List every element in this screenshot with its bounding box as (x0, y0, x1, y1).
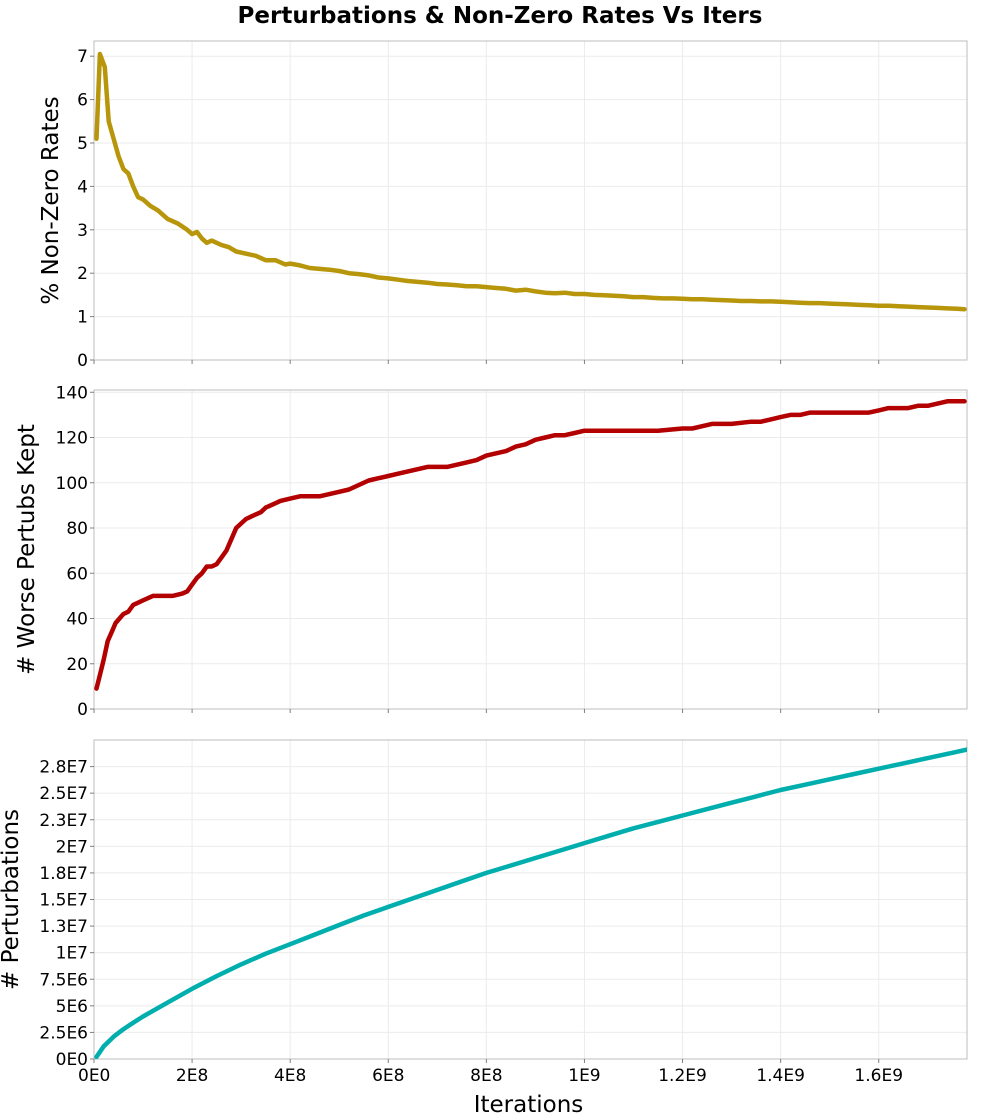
y-tick-label: 1E7 (56, 944, 88, 964)
y-tick-label: 80 (66, 519, 88, 539)
y-tick-label: 0 (77, 351, 88, 371)
y-tick-label: 1.8E7 (39, 864, 88, 884)
y-tick-label: 2.5E6 (39, 1023, 88, 1043)
y-tick-label: 2.8E7 (39, 758, 88, 778)
y-tick-label: 40 (66, 610, 88, 630)
y-tick-label: 2E7 (56, 837, 88, 857)
y-axis-title: # Worse Pertubs Kept (14, 424, 40, 675)
series-line-2 (94, 399, 967, 691)
x-tick-label: 1E9 (568, 1066, 600, 1086)
series-line-1 (94, 51, 967, 312)
y-tick-label: 5 (77, 134, 88, 154)
y-tick-label: 1.5E7 (39, 891, 88, 911)
x-tick-label: 0E0 (78, 1066, 110, 1086)
y-tick-label: 120 (56, 429, 88, 449)
chart-title: Perturbations & Non-Zero Rates Vs Iters (238, 3, 763, 29)
x-tick-label: 6E8 (372, 1066, 404, 1086)
y-tick-label: 60 (66, 564, 88, 584)
y-tick-label: 3 (77, 221, 88, 241)
y-tick-label: 2.5E7 (39, 784, 88, 804)
plot-frame (93, 389, 968, 710)
x-tick-label: 4E8 (274, 1066, 306, 1086)
y-tick-label: 6 (77, 91, 88, 111)
series-line-3 (94, 747, 967, 1059)
chart-panel-3: 0E0 2.5E6 5E6 7.5E6 1E7 1.3E7 1.5E7 1.8E7 2E7 2.3… (0, 739, 968, 1118)
y-tick-label: 20 (66, 655, 88, 675)
x-tick-label: 1.2E9 (658, 1066, 707, 1086)
x-tick-label: 1.6E9 (854, 1066, 903, 1086)
y-tick-label: 1 (77, 308, 88, 328)
y-axis-title: % Non-Zero Rates (38, 96, 64, 304)
plot-frame (93, 40, 968, 361)
y-axis-title: # Perturbations (0, 809, 24, 990)
y-tick-label: 2.3E7 (39, 811, 88, 831)
y-tick-label: 7 (77, 47, 88, 67)
x-axis-title: Iterations (474, 1092, 584, 1118)
y-tick-label: 5E6 (56, 997, 88, 1017)
y-tick-label: 4 (77, 177, 88, 197)
chart-panel-2: 0 20 40 60 80 100 120 140 # Worse Pertubs Kept (14, 383, 968, 720)
y-tick-label: 140 (56, 383, 88, 403)
chart-panel-1: 0 1 2 3 4 5 6 7 % Non-Zero Rates (38, 40, 968, 371)
x-tick-label: 1.4E9 (756, 1066, 805, 1086)
y-tick-label: 2 (77, 264, 88, 284)
y-tick-label: 100 (56, 474, 88, 494)
y-tick-label: 0E0 (56, 1050, 88, 1070)
y-tick-label: 1.3E7 (39, 917, 88, 937)
chart-panels: 0 1 2 3 4 5 6 7 % Non-Zero Rates 0 20 40 60 80 100 120 1… (0, 40, 968, 1118)
x-tick-label: 2E8 (176, 1066, 208, 1086)
y-tick-label: 0 (77, 700, 88, 720)
x-tick-label: 8E8 (470, 1066, 502, 1086)
y-tick-label: 7.5E6 (39, 970, 88, 990)
